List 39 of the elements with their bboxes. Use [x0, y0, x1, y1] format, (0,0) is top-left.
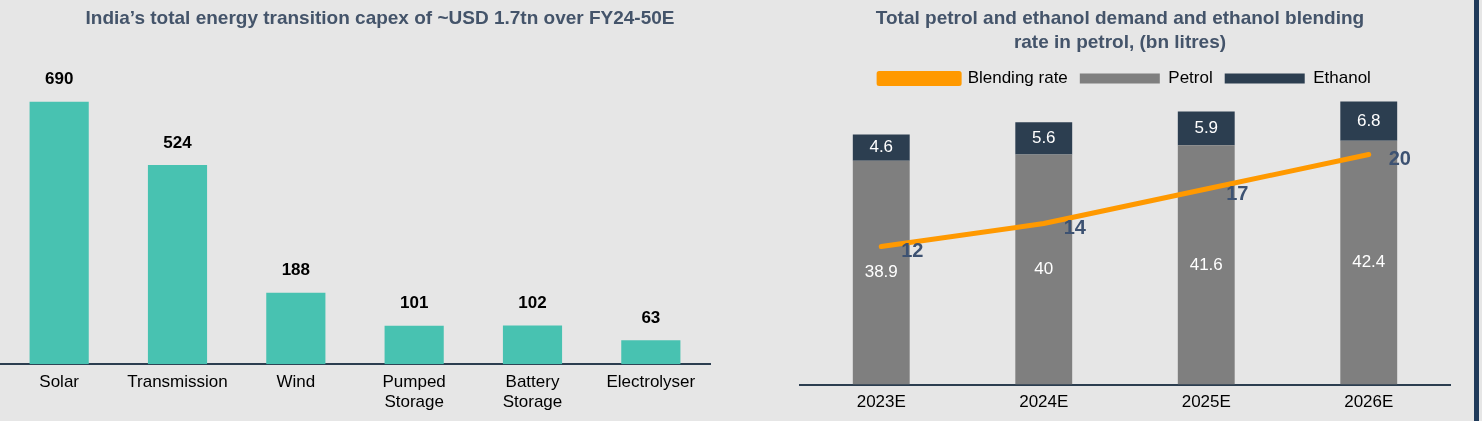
data-label: 102: [518, 293, 547, 313]
legend-label: Blending rate: [967, 68, 1068, 88]
data-label: 40: [1034, 259, 1054, 279]
data-label: 4.6: [869, 137, 894, 157]
bar: [852, 134, 910, 161]
bar: [384, 325, 444, 365]
bar: [502, 325, 563, 365]
data-label: 6.8: [1356, 110, 1381, 130]
x-tick-label: Electrolyser: [606, 372, 696, 392]
x-tick-label: Battery Storage: [502, 372, 563, 412]
bar: [266, 292, 326, 365]
x-tick-label: Pumped Storage: [382, 372, 446, 412]
data-label: 63: [641, 307, 661, 327]
bar: [1015, 122, 1073, 155]
bar: [1177, 111, 1235, 146]
data-label: 38.9: [864, 262, 898, 282]
bar: [147, 164, 208, 365]
x-tick-label: 2026E: [1344, 392, 1394, 412]
x-tick-label: 2024E: [1019, 392, 1069, 412]
chart-title: India’s total energy transition capex of ~USD 1.7tn over FY24-50E: [84, 6, 676, 30]
x-tick-label: Solar: [39, 372, 80, 392]
data-label: 690: [44, 69, 74, 89]
bar: [1340, 101, 1398, 141]
x-tick-label: Wind: [276, 372, 316, 392]
legend-label: Ethanol: [1313, 68, 1371, 88]
x-tick-label: 2023E: [856, 392, 906, 412]
x-tick-label: 2025E: [1181, 392, 1231, 412]
data-label: 188: [281, 260, 311, 280]
data-label: 524: [163, 132, 193, 152]
chart-title: Total petrol and ethanol demand and ethanol blending rate in petrol, (bn litres): [874, 6, 1366, 54]
bar: [29, 101, 89, 365]
data-label: 41.6: [1189, 254, 1223, 274]
legend-label: Petrol: [1168, 68, 1213, 88]
data-label: 101: [399, 293, 429, 313]
bar: [621, 340, 681, 365]
x-tick-label: Transmission: [127, 372, 228, 392]
data-label: 5.6: [1031, 128, 1056, 148]
data-label: 5.9: [1194, 118, 1219, 138]
data-label: 42.4: [1352, 252, 1386, 272]
